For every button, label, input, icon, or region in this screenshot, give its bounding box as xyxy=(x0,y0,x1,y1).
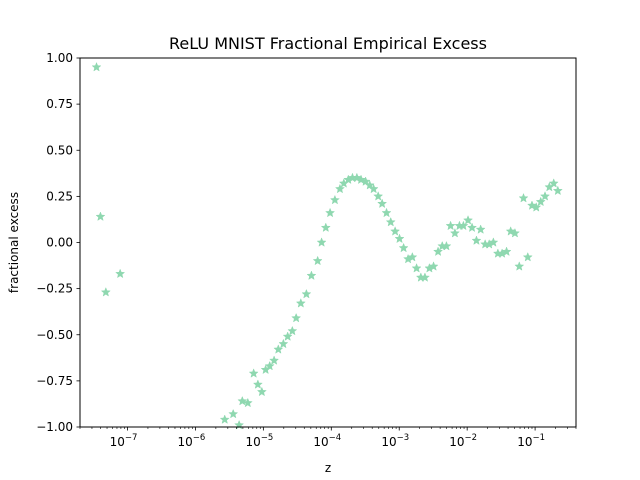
data-point-star xyxy=(329,194,340,205)
data-point-star xyxy=(334,183,345,194)
data-point-star xyxy=(471,235,482,245)
data-point-star xyxy=(381,207,392,218)
data-point-star xyxy=(237,395,248,406)
data-point-star xyxy=(287,325,298,336)
chart-title: ReLU MNIST Fractional Empirical Excess xyxy=(169,34,487,53)
data-point-star xyxy=(449,227,460,238)
data-point-star xyxy=(115,268,126,279)
data-point-star xyxy=(385,216,396,227)
data-point-star xyxy=(100,287,111,297)
data-point-star xyxy=(488,237,499,247)
data-point-star xyxy=(312,255,323,266)
data-point-star xyxy=(228,408,239,419)
x-tick-label: 10−4 xyxy=(313,433,341,449)
y-tick-label: 0.25 xyxy=(46,189,73,203)
y-tick-label: 0.75 xyxy=(46,97,73,111)
y-axis-label: fractional excess xyxy=(7,192,21,293)
y-tick-label: −0.75 xyxy=(36,374,73,388)
data-point-star xyxy=(390,226,401,236)
data-point-star xyxy=(295,298,306,308)
data-point-star xyxy=(316,237,327,247)
data-point-star xyxy=(351,172,362,183)
data-point-star xyxy=(445,220,456,231)
data-point-star xyxy=(522,251,533,262)
data-point-star xyxy=(467,222,478,233)
y-tick-label: 1.00 xyxy=(46,51,73,65)
data-point-star xyxy=(518,192,529,203)
data-point-star xyxy=(282,331,293,341)
data-point-star xyxy=(501,246,512,257)
data-point-star xyxy=(360,176,371,186)
data-point-star xyxy=(301,288,312,299)
data-point-star xyxy=(242,397,253,408)
data-point-star xyxy=(463,215,474,225)
data-point-star xyxy=(548,178,559,188)
data-point-star xyxy=(373,191,384,201)
data-point-star xyxy=(356,174,367,185)
x-tick-label: 10−5 xyxy=(245,433,273,449)
data-point-star xyxy=(368,183,379,194)
data-point-star xyxy=(531,202,542,212)
data-point-star xyxy=(509,227,520,238)
data-point-star xyxy=(377,198,388,209)
data-point-star xyxy=(264,360,275,371)
data-point-star xyxy=(540,191,551,201)
data-point-star xyxy=(95,211,106,221)
x-tick-label: 10−6 xyxy=(178,433,206,449)
data-point-star xyxy=(526,200,538,210)
data-point-star xyxy=(552,185,563,196)
data-point-star xyxy=(219,414,230,424)
data-point-star xyxy=(514,261,525,271)
data-point-star xyxy=(278,338,289,349)
data-point-star xyxy=(441,240,452,251)
data-point-star xyxy=(419,272,430,282)
data-point-star xyxy=(248,368,259,378)
data-points xyxy=(91,61,563,430)
data-point-star xyxy=(320,222,331,233)
data-point-star xyxy=(428,261,439,271)
y-tick-label: −0.50 xyxy=(36,328,73,342)
data-point-star xyxy=(398,242,409,253)
data-point-star xyxy=(394,233,405,244)
data-point-star xyxy=(273,344,284,354)
x-axis-label: z xyxy=(325,461,331,475)
data-point-star xyxy=(252,379,263,389)
y-tick-label: 0.50 xyxy=(46,143,73,157)
data-point-star xyxy=(269,355,280,365)
plot-frame xyxy=(79,57,577,428)
y-tick-label: 0.00 xyxy=(46,236,73,250)
data-point-star xyxy=(407,251,418,262)
x-tick-label: 10−2 xyxy=(449,433,477,449)
y-axis-ticks: −1.00 −0.75 −0.50 −0.25 0.00 0.25 0.50 0.75 1.00 xyxy=(36,51,80,434)
data-point-star xyxy=(306,270,317,280)
data-point-star xyxy=(433,246,444,257)
x-tick-label: 10−3 xyxy=(381,433,409,449)
data-point-star xyxy=(411,263,422,273)
data-point-star xyxy=(505,226,516,236)
y-tick-label: −1.00 xyxy=(36,420,73,434)
data-point-star xyxy=(291,312,302,323)
data-point-star xyxy=(535,196,546,207)
x-tick-label: 10−1 xyxy=(517,433,545,449)
data-point-star xyxy=(475,224,486,234)
data-point-star xyxy=(91,61,102,72)
y-tick-label: −0.25 xyxy=(36,282,73,296)
data-point-star xyxy=(256,386,267,397)
x-tick-label: 10−7 xyxy=(110,433,138,449)
data-point-star xyxy=(325,207,336,218)
data-point-star xyxy=(458,220,469,231)
